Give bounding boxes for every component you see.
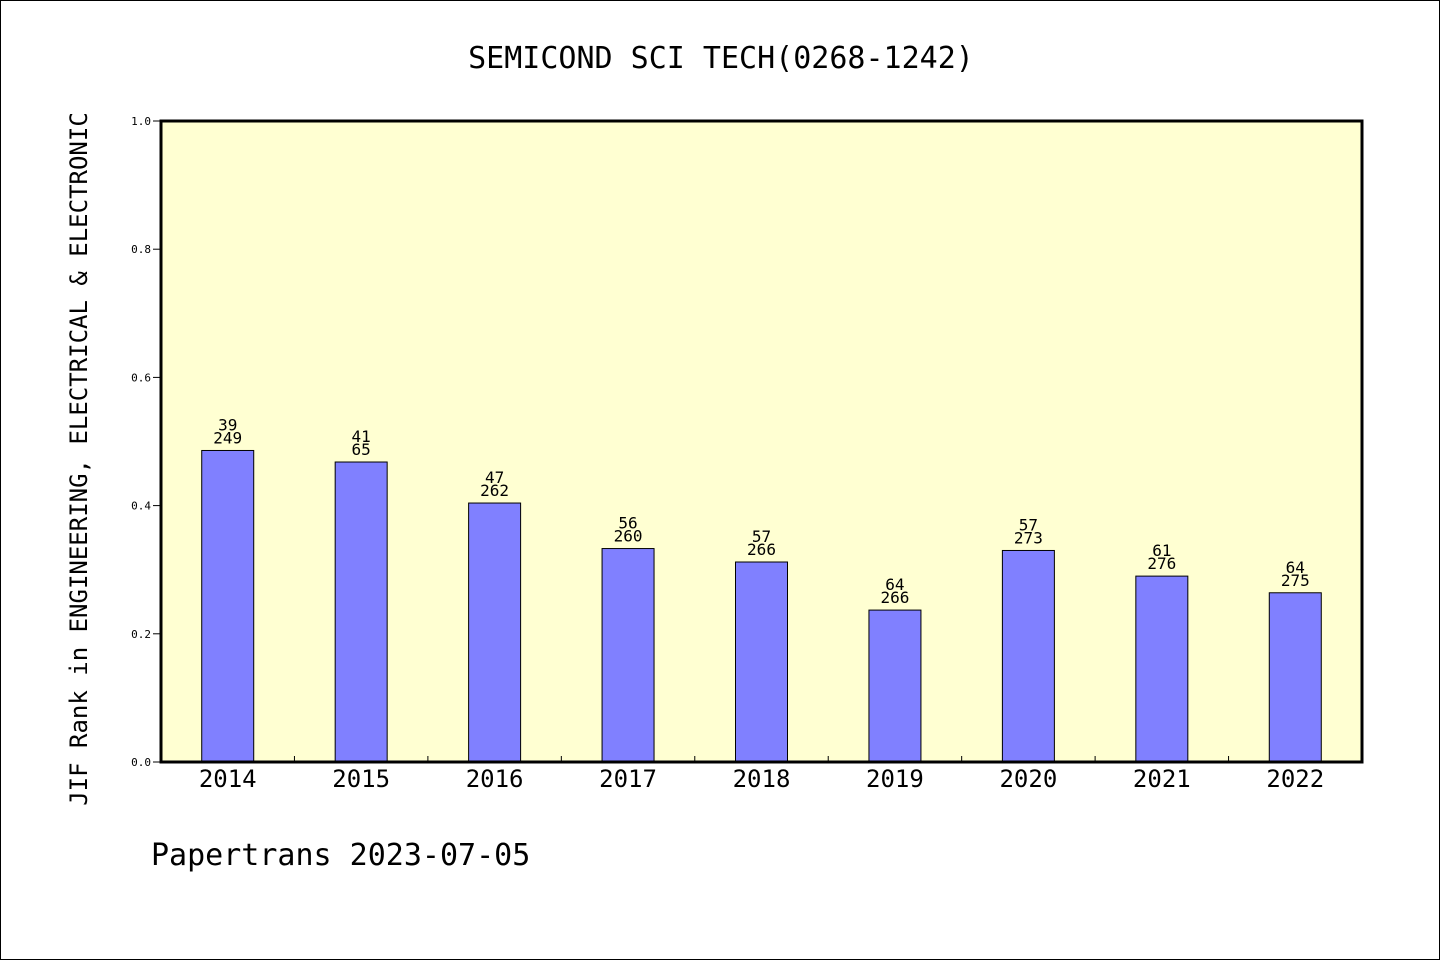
bar-2021 [1135,575,1189,763]
bars-group [201,449,1322,763]
rank-label-2015: 41 [352,427,371,446]
total-label-2017: 260 [614,527,643,546]
rank-label-2017: 56 [618,514,637,533]
rank-label-2019: 64 [885,575,904,594]
y-tick-label-1.0: 1.0 [131,115,151,128]
plot-border [159,119,1364,764]
bar-2019 [868,609,922,763]
y-tick-label-0.8: 0.8 [131,243,151,256]
y-tick-label-0.4: 0.4 [131,500,151,513]
bar-2020 [1001,549,1055,763]
x-tick-label-2019: 2019 [866,765,924,793]
rank-label-2014: 39 [218,415,237,434]
x-tick-label-2021: 2021 [1133,765,1191,793]
bar-2014 [201,449,255,763]
y-tick-label-0.2: 0.2 [131,628,151,641]
rank-label-2022: 64 [1286,558,1305,577]
bar-2018 [735,561,788,763]
total-label-2021: 276 [1147,554,1176,573]
total-label-2014: 249 [213,428,242,447]
chart-title: SEMICOND SCI TECH(0268-1242) [468,41,974,76]
y-tick-label-0.0: 0.0 [131,756,151,769]
total-label-2019: 266 [880,588,909,607]
bar-2015 [334,461,388,763]
y-axis-label: JIF Rank in ENGINEERING, ELECTRICAL & EL… [65,112,93,806]
x-tick-label-2017: 2017 [599,765,657,793]
y-tick-label-0.6: 0.6 [131,371,151,384]
footer-watermark: Papertrans 2023-07-05 [151,838,530,873]
x-tick-label-2018: 2018 [733,765,791,793]
rank-label-2018: 57 [752,527,771,546]
total-label-2015: 65 [352,440,371,459]
bar-2022 [1268,592,1322,763]
bar-2017 [601,548,655,763]
x-tick-label-2020: 2020 [999,765,1057,793]
axis-ticks-group: 2014 2015 2016 2017 2018 2019 2020 2021 2022 0.0 0… [131,115,1324,793]
total-label-2016: 262 [480,481,509,500]
total-label-2022: 275 [1281,571,1310,590]
rank-label-2020: 57 [1019,515,1038,534]
total-label-2020: 273 [1014,528,1043,547]
rank-label-2016: 47 [485,468,504,487]
x-tick-label-2014: 2014 [199,765,257,793]
x-tick-label-2016: 2016 [466,765,524,793]
rank-label-2021: 61 [1152,541,1171,560]
x-tick-label-2015: 2015 [332,765,390,793]
total-label-2018: 266 [747,540,776,559]
x-tick-label-2022: 2022 [1266,765,1324,793]
bar-2016 [468,502,522,763]
